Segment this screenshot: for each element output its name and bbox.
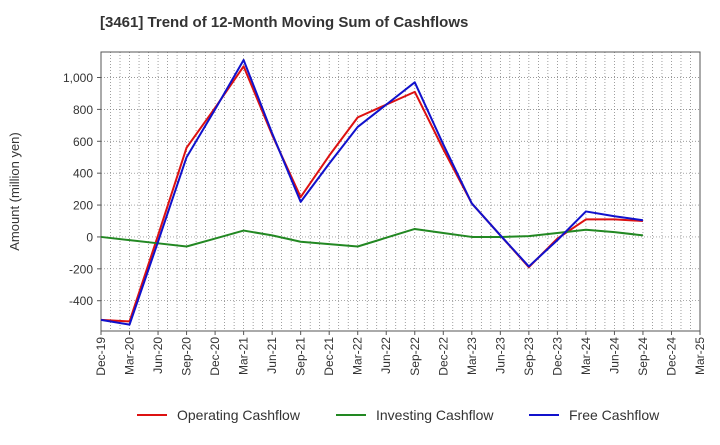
x-tick-label: Mar-24 bbox=[579, 337, 593, 375]
x-tick-label: Dec-23 bbox=[550, 337, 564, 376]
x-tick-label: Sep-20 bbox=[180, 337, 194, 376]
y-tick-label: 200 bbox=[73, 199, 93, 213]
x-tick-label: Jun-21 bbox=[265, 337, 279, 374]
series-line-operating-cashflow bbox=[100, 65, 644, 323]
x-tick-label: Mar-25 bbox=[693, 337, 707, 375]
y-tick-label: 800 bbox=[73, 103, 93, 117]
x-tick-label: Jun-24 bbox=[607, 337, 621, 374]
legend-label: Investing Cashflow bbox=[376, 407, 494, 423]
x-tick-label: Dec-19 bbox=[94, 337, 108, 376]
x-tick-label: Mar-20 bbox=[123, 337, 137, 375]
legend-label: Operating Cashflow bbox=[177, 407, 301, 423]
x-tick-label: Dec-20 bbox=[208, 337, 222, 376]
x-tick-label: Jun-20 bbox=[151, 337, 165, 374]
x-tick-label: Jun-23 bbox=[493, 337, 507, 374]
x-tick-label: Mar-22 bbox=[351, 337, 365, 375]
legend-label: Free Cashflow bbox=[569, 407, 660, 423]
x-tick-label: Mar-21 bbox=[237, 337, 251, 375]
series-line-free-cashflow bbox=[100, 58, 644, 326]
x-tick-label: Dec-22 bbox=[436, 337, 450, 376]
y-axis-label: Amount (million yen) bbox=[7, 132, 22, 251]
y-tick-label: 400 bbox=[73, 167, 93, 181]
x-tick-label: Sep-24 bbox=[636, 337, 650, 376]
y-tick-label: 1,000 bbox=[63, 71, 93, 85]
x-tick-label: Sep-21 bbox=[294, 337, 308, 376]
chart-title: [3461] Trend of 12-Month Moving Sum of C… bbox=[100, 14, 469, 31]
x-tick-label: Jun-22 bbox=[379, 337, 393, 374]
y-tick-label: 0 bbox=[86, 230, 93, 244]
y-tick-label: -400 bbox=[69, 294, 93, 308]
series-line-investing-cashflow bbox=[100, 227, 644, 248]
x-tick-label: Sep-23 bbox=[522, 337, 536, 376]
x-tick-label: Sep-22 bbox=[408, 337, 422, 376]
plot-frame bbox=[100, 51, 701, 332]
y-tick-label: -200 bbox=[69, 262, 93, 276]
x-tick-label: Dec-24 bbox=[664, 337, 678, 376]
y-tick-label: 600 bbox=[73, 135, 93, 149]
x-tick-label: Dec-21 bbox=[322, 337, 336, 376]
x-tick-label: Mar-23 bbox=[465, 337, 479, 375]
